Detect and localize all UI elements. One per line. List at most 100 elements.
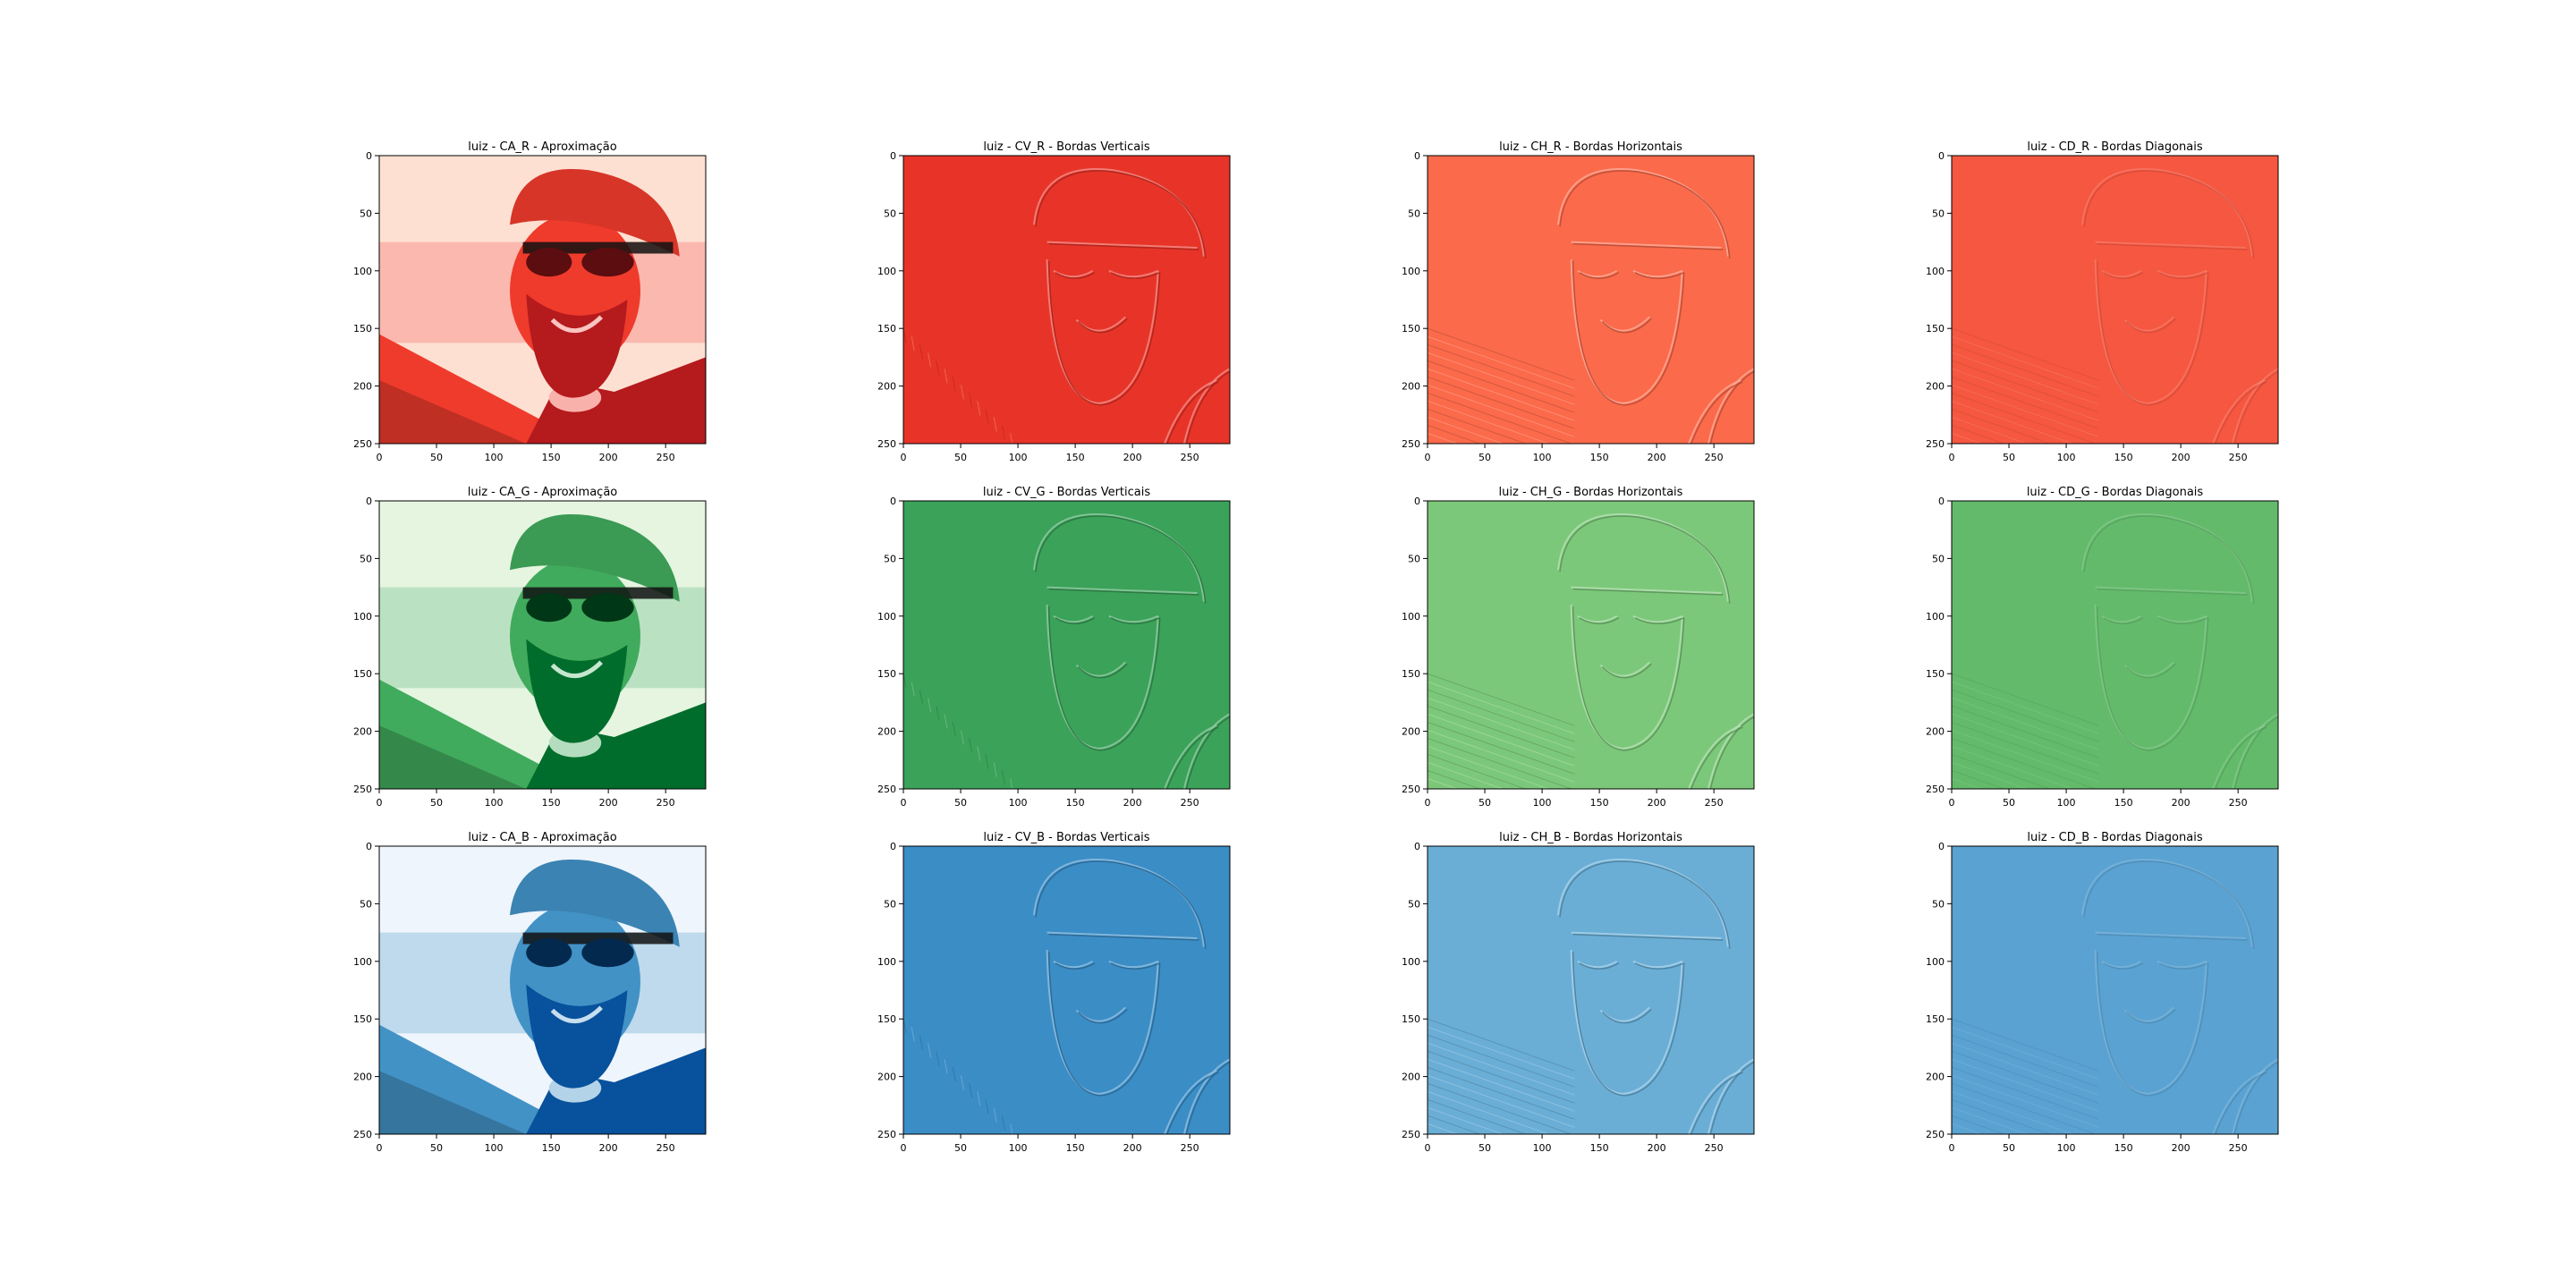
x-tick-label: 150 (1066, 452, 1085, 463)
image-edge-dark (1690, 381, 1743, 444)
x-tick-label: 150 (542, 797, 561, 809)
image-edge-dark (1559, 515, 1731, 604)
image-texture-line (1001, 1115, 1005, 1131)
y-tick-label: 200 (1402, 381, 1420, 393)
image-texture-line (1428, 681, 1575, 734)
image-texture-line (985, 1099, 989, 1114)
axes-frame (378, 500, 707, 790)
image-texture-line (1428, 761, 1504, 789)
image-edge-light (1557, 859, 1729, 947)
y-tick-label: 250 (877, 438, 896, 450)
image-edge-light (1557, 513, 1729, 602)
panel-g-horizontal: 0 50 100 150 200 250 0 50 100 150 200 250 luiz - CH_… (1402, 486, 1755, 809)
image-texture-line (928, 352, 932, 368)
image-edge-dark (1110, 272, 1161, 279)
image-texture-line (1010, 778, 1013, 789)
image-edge-light (2123, 316, 2174, 332)
x-tick-label: 150 (1066, 797, 1085, 809)
image-texture-line (1952, 1082, 2097, 1134)
image-texture-line (936, 706, 940, 721)
image-edge-light (1033, 513, 1205, 602)
image-edge-light (1688, 724, 1741, 789)
image-edge-dark (1185, 370, 1230, 444)
x-tick-label: 0 (377, 452, 383, 463)
image-texture-line (977, 401, 981, 416)
y-tick-label: 150 (1926, 323, 1945, 335)
y-tick-label: 0 (366, 150, 372, 162)
y-tick-label: 200 (353, 1072, 372, 1083)
x-tick-label: 150 (1590, 1142, 1609, 1154)
y-tick-label: 0 (1414, 496, 1420, 507)
panel-title: luiz - CV_R - Bordas Verticais (983, 140, 1149, 154)
x-tick-label: 0 (377, 797, 383, 809)
panel-b-approximation: 0 50 100 150 200 250 0 50 100 150 200 250 luiz - CA_… (353, 831, 707, 1154)
x-tick-label: 250 (2229, 452, 2248, 463)
panel-title: luiz - CA_G - Aproximação (468, 486, 618, 499)
image-edge-dark (2233, 1061, 2278, 1134)
y-tick-label: 200 (877, 381, 896, 393)
image-background (1428, 156, 1754, 444)
panel-title: luiz - CH_B - Bordas Horizontais (1499, 831, 1682, 844)
y-tick-label: 150 (877, 1013, 896, 1025)
y-tick-label: 150 (1402, 323, 1420, 335)
axes-frame (1427, 500, 1755, 790)
image-texture-line (928, 698, 932, 713)
panel-image (1952, 156, 2278, 444)
image-texture-line (944, 1059, 948, 1074)
image-beard (526, 293, 628, 398)
panel-image (1952, 501, 2278, 789)
x-tick-label: 100 (2057, 797, 2076, 809)
image-edge-dark (1110, 962, 1161, 970)
image-texture-line (952, 1067, 956, 1082)
x-tick-label: 250 (657, 1142, 675, 1154)
image-edge-dark (1166, 726, 1219, 789)
image-edge-dark (2103, 272, 2144, 279)
image-edge-dark (1572, 933, 1724, 941)
image-edge-dark (1601, 1008, 1652, 1024)
image-edge-light (1182, 368, 1230, 444)
image-edge-light (2094, 949, 2207, 1095)
y-tick-label: 150 (353, 323, 372, 335)
y-tick-label: 50 (884, 898, 896, 910)
panel-b-horizontal: 0 50 100 150 200 250 0 50 100 150 200 250 luiz - CH_… (1402, 831, 1755, 1154)
image-texture-line (1952, 753, 2052, 789)
image-texture-line (960, 730, 964, 745)
y-tick-label: 100 (1926, 266, 1945, 277)
image-texture-line (1428, 1098, 1528, 1134)
image-edge-light (1571, 586, 1722, 595)
image-texture-line (1952, 761, 2029, 789)
image-edge-dark (1185, 716, 1230, 789)
y-tick-label: 250 (877, 1129, 896, 1140)
image-texture-line (985, 754, 989, 769)
image-edge-light (2212, 379, 2266, 444)
panel-r-diagonal: 0 50 100 150 200 250 0 50 100 150 200 250 luiz - CD_… (1926, 140, 2279, 463)
axes-frame (1427, 845, 1755, 1135)
panel-b-diagonal: 0 50 100 150 200 250 0 50 100 150 200 250 luiz - CD_… (1926, 831, 2279, 1154)
image-background (903, 501, 1230, 789)
image-texture-line (1952, 1074, 2099, 1128)
x-tick-label: 50 (1479, 452, 1491, 463)
image-edge-light (1164, 1070, 1217, 1134)
image-edge-light (1182, 1058, 1230, 1134)
image-edge-light (1108, 614, 1159, 623)
panel-title: luiz - CA_R - Aproximação (468, 140, 617, 154)
y-tick-label: 200 (877, 1072, 896, 1083)
image-glasses-lens-right (581, 248, 634, 277)
x-tick-label: 50 (2003, 1142, 2015, 1154)
image-edge-light (1570, 949, 1683, 1095)
x-tick-label: 100 (485, 1142, 504, 1154)
image-glasses-lens-left (526, 593, 572, 623)
image-texture-line (1428, 424, 1481, 444)
image-edge-light (2094, 604, 2207, 750)
y-tick-label: 150 (353, 1013, 372, 1025)
image-texture-line (1428, 327, 1575, 381)
image-edge-dark (1035, 860, 1207, 949)
x-tick-label: 100 (485, 452, 504, 463)
y-tick-label: 100 (353, 266, 372, 277)
image-texture-line (936, 360, 940, 376)
image-texture-line (1952, 729, 2099, 783)
y-tick-label: 50 (1932, 208, 1945, 219)
y-tick-label: 100 (353, 956, 372, 968)
x-tick-label: 100 (1533, 452, 1552, 463)
image-edge-dark (1572, 242, 1724, 250)
